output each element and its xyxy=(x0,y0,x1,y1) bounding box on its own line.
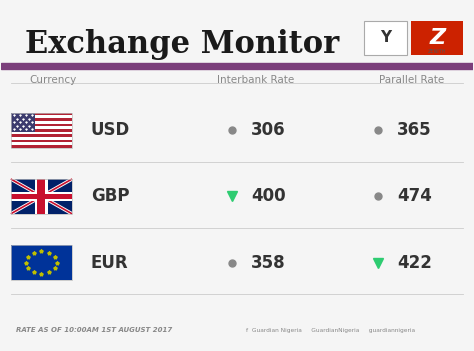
Text: 306: 306 xyxy=(251,121,286,139)
Bar xyxy=(11,142,72,145)
Text: f  Guardian Nigeria     GuardianNigeria     guardiannigeria: f Guardian Nigeria GuardianNigeria guard… xyxy=(246,328,416,333)
Bar xyxy=(11,145,72,148)
Bar xyxy=(11,129,72,132)
Bar xyxy=(11,121,72,124)
Text: EUR: EUR xyxy=(91,253,128,272)
Bar xyxy=(11,113,72,115)
Bar xyxy=(411,21,463,55)
Text: 400: 400 xyxy=(251,187,286,205)
Bar xyxy=(11,137,72,140)
Text: USD: USD xyxy=(91,121,130,139)
Bar xyxy=(11,113,72,148)
Text: ZENITH: ZENITH xyxy=(428,49,447,54)
Bar xyxy=(11,245,72,280)
Text: 365: 365 xyxy=(397,121,432,139)
Bar xyxy=(11,113,72,148)
Bar xyxy=(11,118,72,121)
Text: Z: Z xyxy=(429,28,446,48)
Text: 422: 422 xyxy=(397,253,432,272)
Bar xyxy=(11,132,72,134)
Bar xyxy=(11,140,72,142)
Text: 358: 358 xyxy=(251,253,286,272)
Bar xyxy=(11,113,36,132)
Bar xyxy=(11,126,72,129)
Text: Currency: Currency xyxy=(30,74,77,85)
Text: RATE AS OF 10:00AM 1ST AUGUST 2017: RATE AS OF 10:00AM 1ST AUGUST 2017 xyxy=(16,327,172,333)
Bar xyxy=(11,192,72,200)
Text: Parallel Rate: Parallel Rate xyxy=(379,74,444,85)
Bar xyxy=(11,179,72,214)
Text: GBP: GBP xyxy=(91,187,129,205)
Bar xyxy=(364,21,407,55)
Bar xyxy=(11,134,72,137)
Text: Interbank Rate: Interbank Rate xyxy=(217,74,294,85)
Bar xyxy=(37,179,46,214)
Bar xyxy=(11,194,72,199)
Bar xyxy=(11,245,72,280)
Bar xyxy=(11,124,72,126)
Text: Y: Y xyxy=(380,31,391,45)
Bar xyxy=(11,115,72,118)
Text: 474: 474 xyxy=(397,187,432,205)
Bar xyxy=(1,63,473,69)
Text: Exchange Monitor: Exchange Monitor xyxy=(25,29,339,60)
Bar xyxy=(36,179,47,214)
Bar xyxy=(11,179,72,214)
